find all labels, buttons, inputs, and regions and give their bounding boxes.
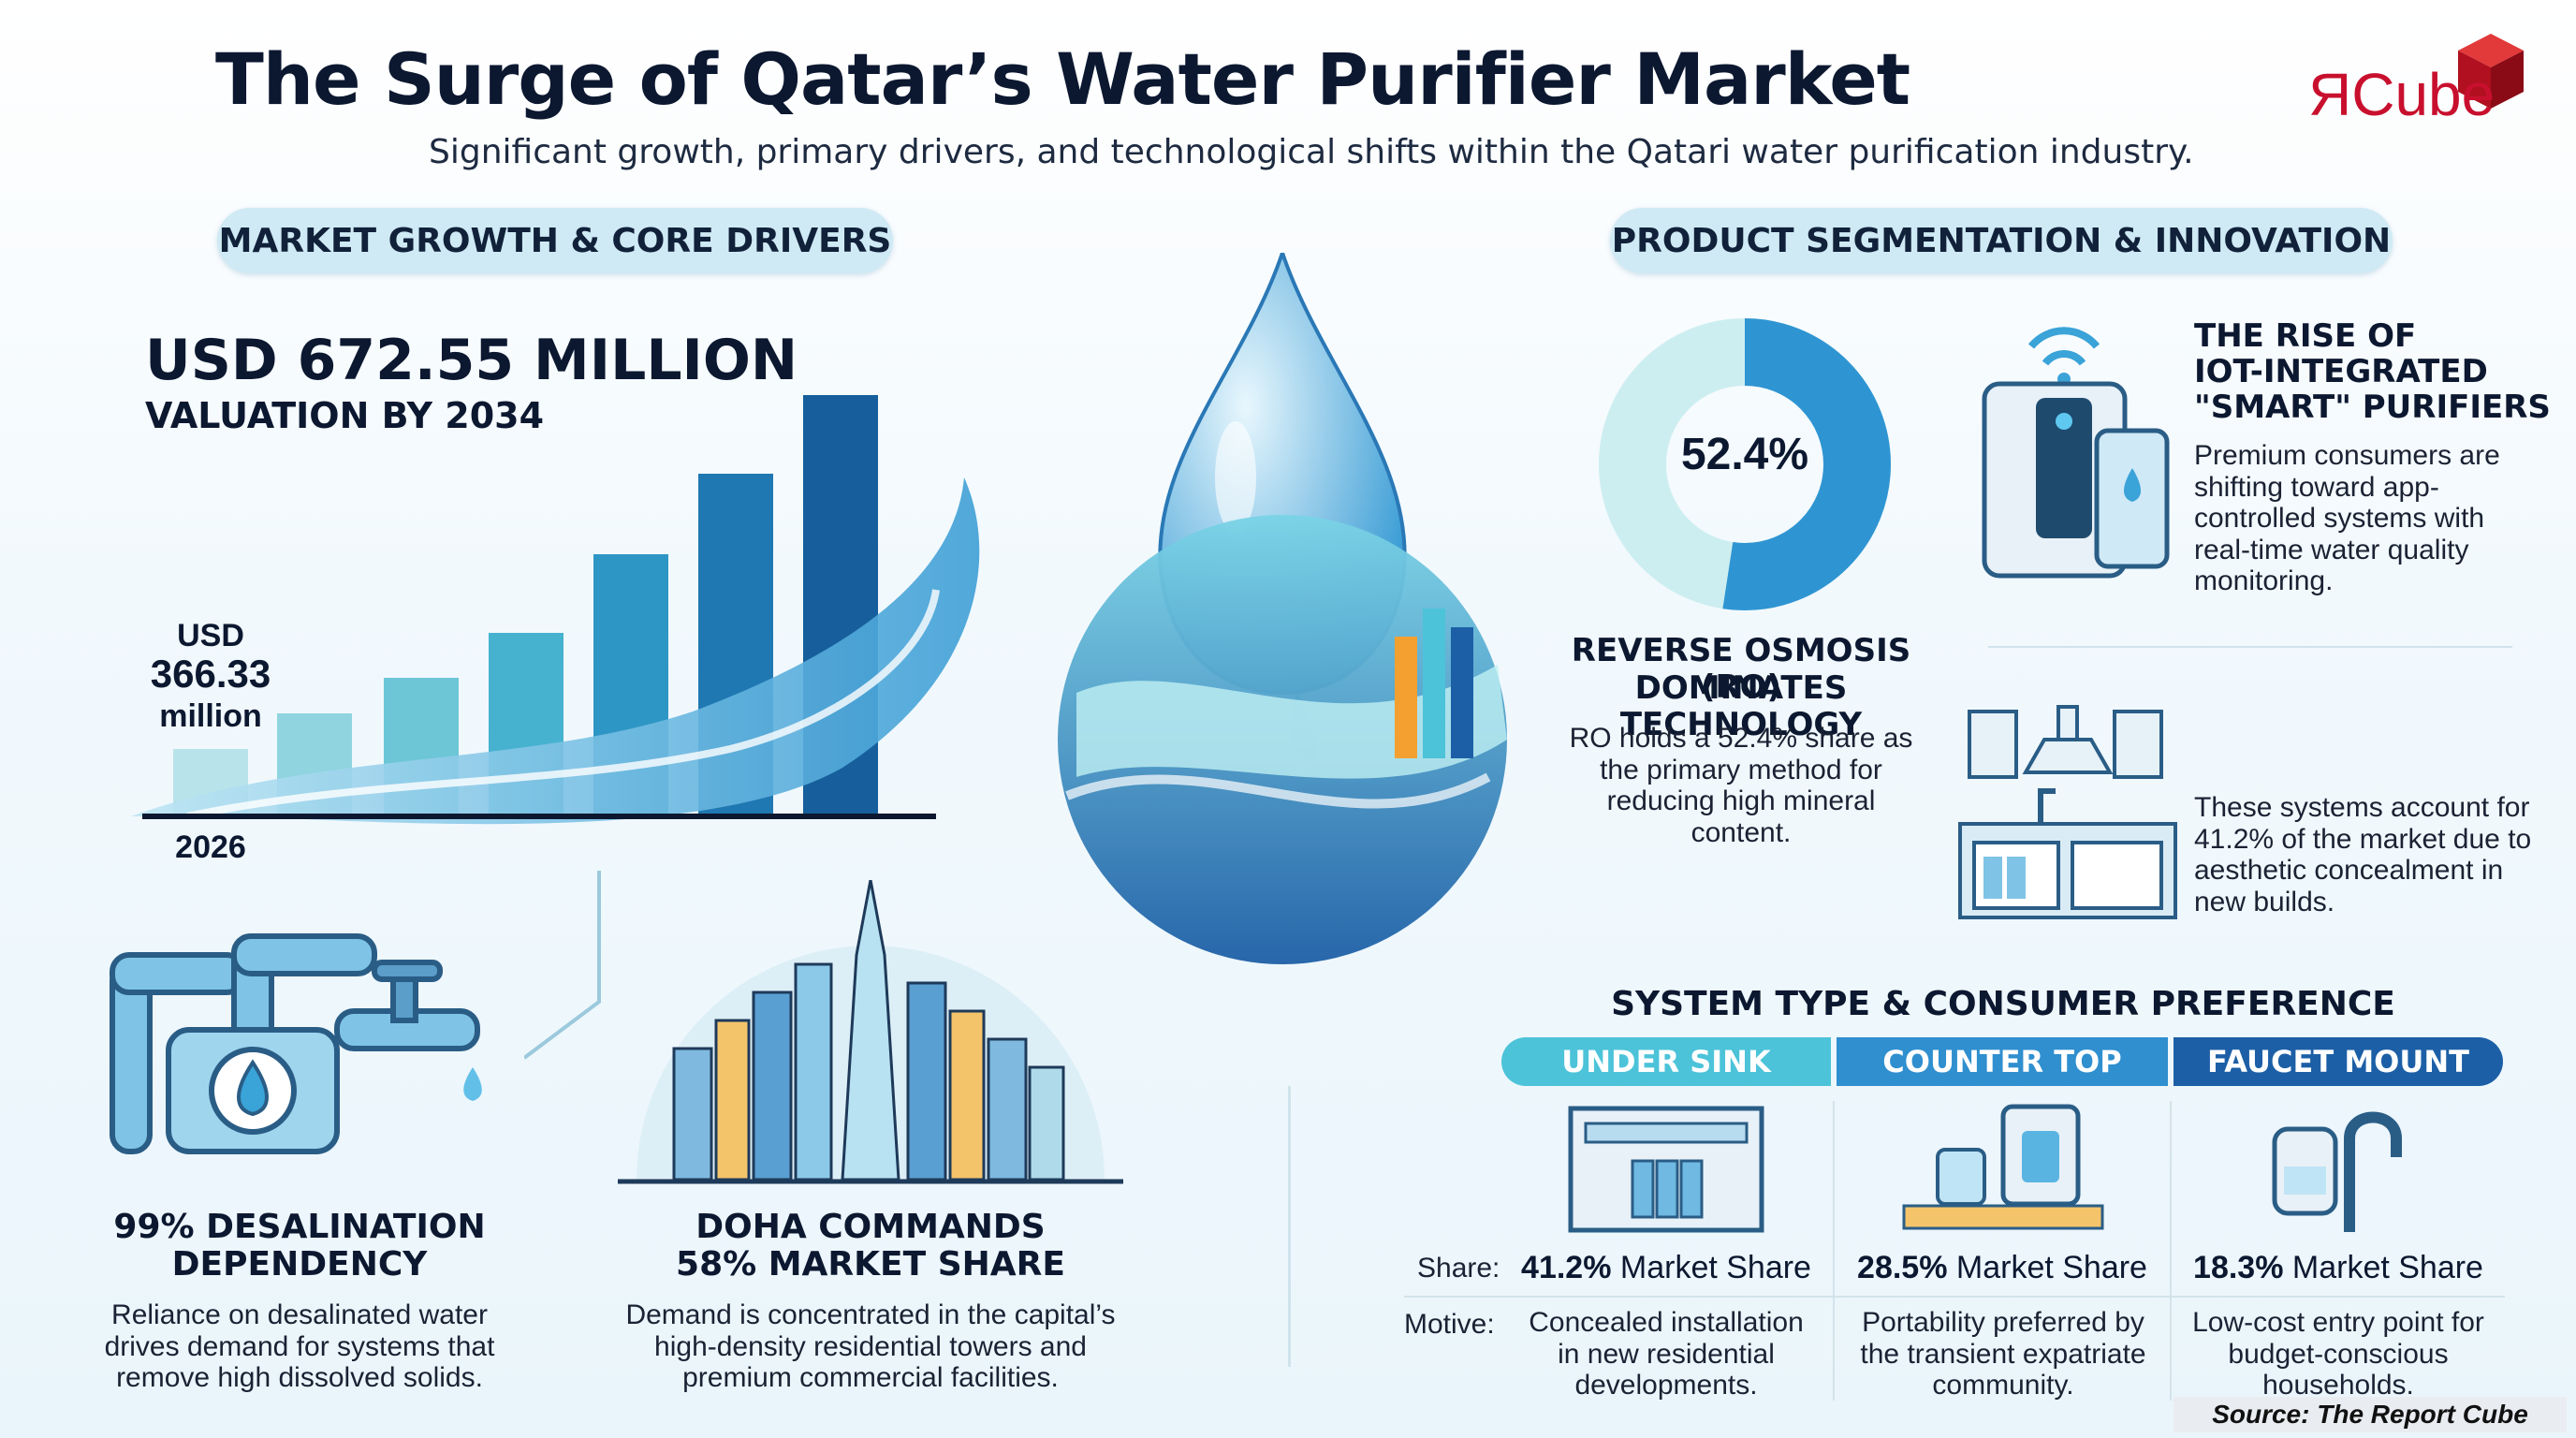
- kitchen-sink-illustration: [1958, 705, 2177, 919]
- column-separator: [2170, 1101, 2172, 1401]
- desalination-title-line1: 99% DESALINATION: [113, 1208, 486, 1246]
- faucet-mount-icon: [2272, 1111, 2402, 1232]
- column-separator: [1833, 1101, 1835, 1401]
- motive-under-sink: Concealed installation in new residentia…: [1529, 1307, 1804, 1401]
- doha-title-line1: DOHA COMMANDS: [695, 1208, 1046, 1246]
- share-cell-faucet-mount: 18.3% Market Share: [2174, 1250, 2503, 1286]
- motive-row-label: Motive:: [1404, 1309, 1495, 1340]
- share-suffix-faucet-mount: Market Share: [2283, 1250, 2483, 1285]
- motive-counter-top: Portability preferred by the transient e…: [1860, 1307, 2146, 1401]
- iot-title-line3: "SMART" PURIFIERS: [2194, 389, 2551, 426]
- share-cell-counter-top: 28.5% Market Share: [1837, 1250, 2168, 1286]
- start-value-line3: million: [159, 698, 262, 734]
- ro-share-arc: [1599, 318, 1891, 610]
- page-subtitle: Significant growth, primary drivers, and…: [429, 133, 2194, 171]
- desalination-text: Reliance on desalinated water drives dem…: [104, 1299, 495, 1394]
- smart-purifier-illustration: [1982, 327, 2170, 579]
- ro-text: RO holds a 52.4% share as the primary me…: [1569, 723, 1913, 848]
- share-pct-faucet-mount: 18.3%: [2193, 1250, 2284, 1285]
- share-row-label: Share:: [1417, 1253, 1500, 1284]
- cube-icon: [2458, 34, 2524, 109]
- desalination-pipes-illustration: [110, 933, 482, 1154]
- doha-skyline-illustration: [618, 880, 1123, 1184]
- ro-title-line2: DOMINATES TECHNOLOGY: [1619, 669, 1863, 744]
- share-pct-under-sink: 41.2%: [1521, 1250, 1612, 1285]
- center-divider: [1288, 1086, 1291, 1367]
- source-credit: Source: The Report Cube: [2174, 1397, 2567, 1432]
- motive-faucet-mount: Low-cost entry point for budget-consciou…: [2192, 1307, 2484, 1401]
- valuation-value: USD 672.55 MILLION: [145, 328, 798, 393]
- connector-line: [524, 871, 601, 1060]
- under-sink-text: These systems account for 41.2% of the m…: [2194, 792, 2532, 917]
- company-logo: ЯCube: [2299, 22, 2533, 135]
- share-suffix-under-sink: Market Share: [1611, 1250, 1811, 1285]
- page-title: The Surge of Qatar’s Water Purifier Mark…: [215, 37, 1910, 121]
- iot-title-line2: IOT-INTEGRATED: [2194, 353, 2488, 390]
- ro-share-donut: [1599, 318, 1891, 610]
- under-sink-icon: [1568, 1106, 1764, 1233]
- valuation-label: VALUATION BY 2034: [145, 395, 545, 436]
- ro-title-line1: REVERSE OSMOSIS (RO): [1571, 632, 1911, 707]
- row-separator: [1404, 1296, 2505, 1298]
- doha-title-line2: 58% MARKET SHARE: [676, 1245, 1065, 1284]
- water-drop-illustration: [1058, 253, 1507, 964]
- right-divider: [1988, 646, 2512, 648]
- table-title: SYSTEM TYPE & CONSUMER PREFERENCE: [1611, 985, 2395, 1023]
- column-header-under-sink: UNDER SINK: [1501, 1037, 1831, 1086]
- column-header-faucet-mount: FAUCET MOUNT: [2174, 1037, 2503, 1086]
- section-label-market-growth: MARKET GROWTH & CORE DRIVERS: [217, 208, 893, 273]
- iot-title-line1: THE RISE OF: [2194, 317, 2417, 355]
- start-year: 2026: [175, 829, 246, 865]
- share-suffix-counter-top: Market Share: [1947, 1250, 2147, 1285]
- counter-top-icon: [1902, 1104, 2104, 1230]
- section-label-product-segmentation: PRODUCT SEGMENTATION & INNOVATION: [1610, 208, 2393, 273]
- desalination-title-line2: DEPENDENCY: [171, 1245, 428, 1284]
- growth-bar-illustration: [131, 395, 980, 825]
- logo-text: ЯCube: [2308, 61, 2496, 128]
- start-value-line1: USD: [177, 618, 244, 653]
- ro-share-label: 52.4%: [1680, 430, 1809, 479]
- iot-text: Premium consumers are shifting toward ap…: [2194, 440, 2500, 597]
- share-pct-counter-top: 28.5%: [1857, 1250, 1948, 1285]
- column-header-counter-top: COUNTER TOP: [1837, 1037, 2168, 1086]
- share-cell-under-sink: 41.2% Market Share: [1501, 1250, 1831, 1286]
- doha-text: Demand is concentrated in the capital’s …: [625, 1299, 1116, 1394]
- start-value-line2: 366.33: [150, 652, 271, 696]
